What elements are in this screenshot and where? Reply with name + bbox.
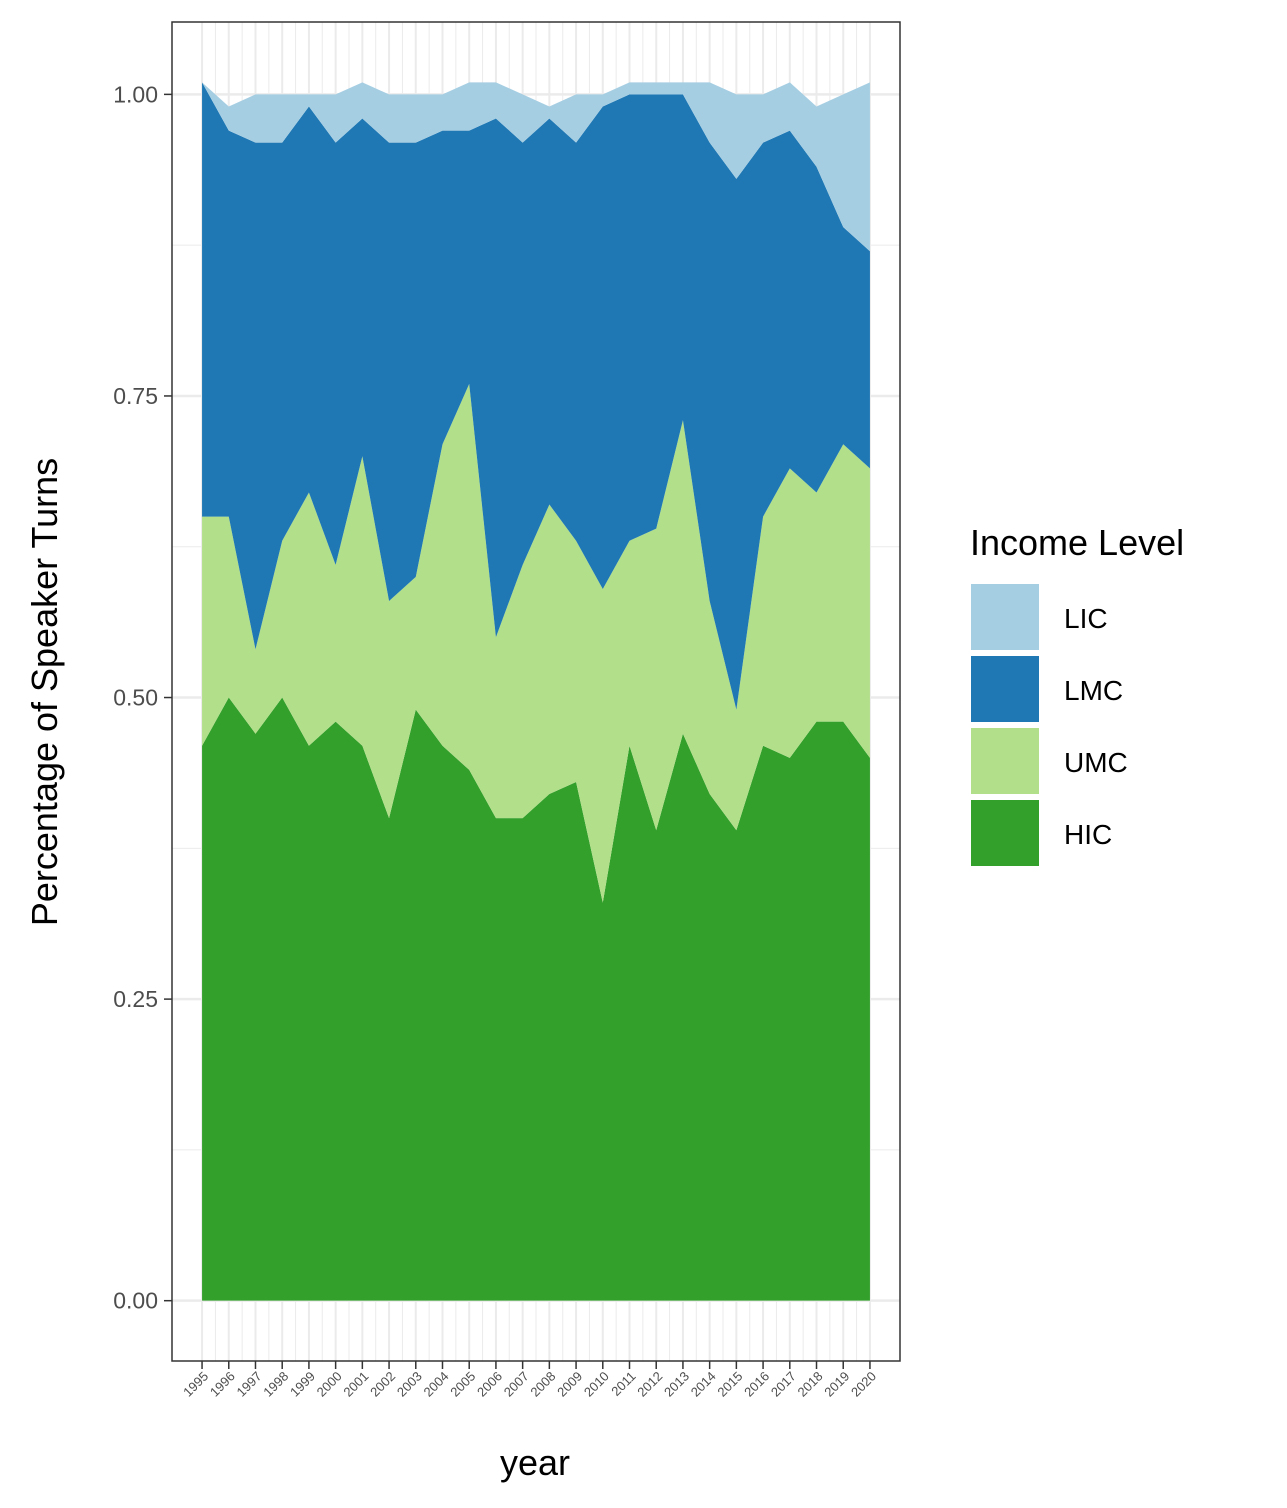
legend: Income Level LIC LMC UMC HIC <box>970 522 1184 866</box>
y-tick-label: 0.00 <box>113 1288 158 1314</box>
area-series-hic <box>202 697 870 1301</box>
y-axis: 0.00 0.25 0.50 0.75 1.00 <box>113 81 172 1314</box>
x-axis-title: year <box>500 1442 570 1483</box>
x-tick-label: 2009 <box>554 1369 585 1400</box>
x-tick-label: 1996 <box>207 1369 238 1400</box>
legend-label-umc: UMC <box>1064 747 1128 778</box>
x-tick-label: 2015 <box>714 1369 745 1400</box>
x-tick-label: 2002 <box>367 1369 398 1400</box>
legend-title: Income Level <box>970 522 1184 563</box>
y-axis-title: Percentage of Speaker Turns <box>24 458 65 926</box>
x-tick-label: 2006 <box>474 1369 505 1400</box>
x-tick-label: 2004 <box>421 1369 452 1400</box>
y-tick-label: 0.75 <box>113 383 158 409</box>
y-tick-label: 0.50 <box>113 685 158 711</box>
x-tick-label: 2000 <box>314 1369 345 1400</box>
area-series-umc <box>202 383 870 903</box>
legend-label-lic: LIC <box>1064 603 1108 634</box>
x-tick-label: 1998 <box>260 1369 291 1400</box>
legend-key-umc <box>971 728 1039 794</box>
x-tick-label: 2016 <box>741 1369 772 1400</box>
x-tick-label: 2014 <box>688 1369 719 1400</box>
x-tick-label: 2017 <box>768 1369 799 1400</box>
legend-key-lic <box>971 584 1039 650</box>
area-series-lic <box>202 82 870 252</box>
x-axis: 1995199619971998199920002001200220032004… <box>180 1361 879 1400</box>
x-tick-label: 2013 <box>661 1369 692 1400</box>
x-tick-label: 2010 <box>581 1369 612 1400</box>
x-tick-label: 2003 <box>394 1369 425 1400</box>
x-tick-label: 2005 <box>447 1369 478 1400</box>
x-tick-label: 1997 <box>234 1369 265 1400</box>
panel-border <box>171 21 901 1362</box>
x-tick-label: 2008 <box>527 1369 558 1400</box>
x-tick-label: 2020 <box>848 1369 879 1400</box>
area-series-lmc <box>202 82 870 710</box>
x-tick-label: 2018 <box>795 1369 826 1400</box>
x-tick-label: 2011 <box>608 1369 638 1399</box>
x-tick-label: 2019 <box>821 1369 852 1400</box>
x-tick-label: 1999 <box>287 1369 318 1400</box>
area-series <box>202 82 870 1301</box>
y-tick-label: 0.25 <box>113 986 158 1012</box>
y-tick-label: 1.00 <box>113 81 158 107</box>
legend-key-hic <box>971 800 1039 866</box>
x-tick-label: 2007 <box>501 1369 532 1400</box>
x-tick-label: 2012 <box>634 1369 665 1400</box>
legend-label-lmc: LMC <box>1064 675 1123 706</box>
x-tick-label: 1995 <box>180 1369 211 1400</box>
legend-label-hic: HIC <box>1064 819 1112 850</box>
legend-key-lmc <box>971 656 1039 722</box>
x-tick-label: 2001 <box>340 1369 371 1400</box>
